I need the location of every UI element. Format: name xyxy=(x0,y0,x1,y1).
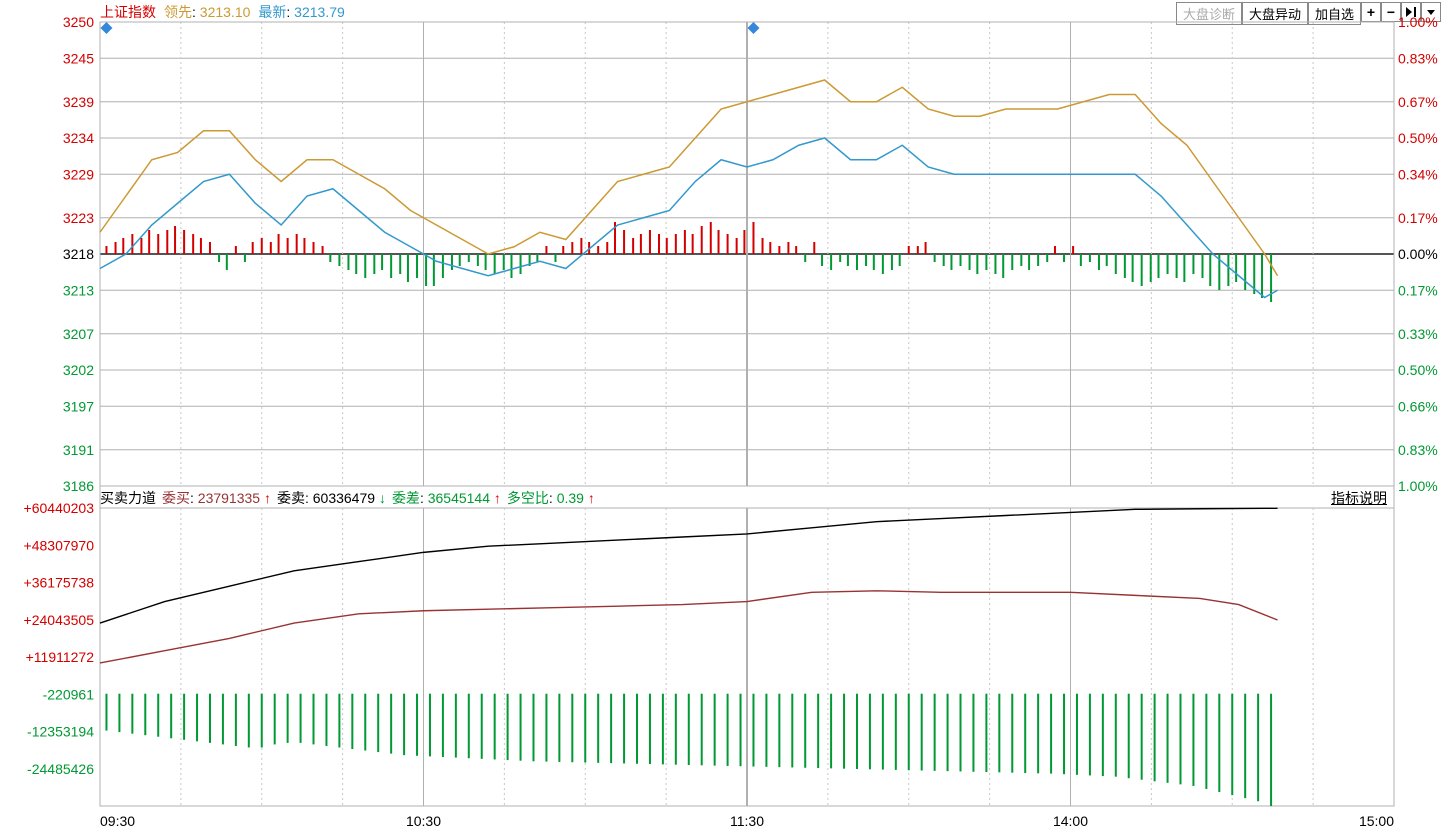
svg-text:-24485426: -24485426 xyxy=(27,761,94,777)
svg-text:+48307970: +48307970 xyxy=(24,537,95,553)
svg-text:+36175738: +36175738 xyxy=(24,575,95,591)
svg-text:3197: 3197 xyxy=(63,398,94,414)
arrow-up-icon: ↑ xyxy=(494,490,501,506)
svg-text:11:30: 11:30 xyxy=(730,813,764,829)
svg-text:3202: 3202 xyxy=(63,362,94,378)
svg-text:09:30: 09:30 xyxy=(100,813,135,829)
svg-text:15:00: 15:00 xyxy=(1359,813,1394,829)
svg-text:-12353194: -12353194 xyxy=(27,724,94,740)
svg-text:3250: 3250 xyxy=(63,14,94,30)
indicator-title: 买卖力道 xyxy=(100,488,156,508)
svg-text:10:30: 10:30 xyxy=(406,813,441,829)
svg-text:3186: 3186 xyxy=(63,478,94,494)
ratio-group: 多空比: 0.39 ↑ xyxy=(507,488,595,508)
diff-group: 委差: 36545144 ↑ xyxy=(392,488,501,508)
svg-text:3239: 3239 xyxy=(63,94,94,110)
stock-chart-container: 上证指数 领先: 3213.10 最新: 3213.79 大盘诊断 大盘异动 加… xyxy=(0,0,1449,834)
sell-label: 委卖 xyxy=(277,490,305,506)
arrow-down-icon: ↓ xyxy=(379,490,386,506)
svg-text:0.66%: 0.66% xyxy=(1398,398,1438,414)
svg-text:3218: 3218 xyxy=(63,246,94,262)
buy-group: 委买: 23791335 ↑ xyxy=(162,488,271,508)
buy-label: 委买 xyxy=(162,490,190,506)
svg-text:0.67%: 0.67% xyxy=(1398,94,1438,110)
svg-text:3229: 3229 xyxy=(63,166,94,182)
diff-label: 委差 xyxy=(392,490,420,506)
ratio-value: 0.39 xyxy=(557,490,584,506)
indicator-legend-button[interactable]: 指标说明 xyxy=(1331,488,1387,508)
svg-text:0.83%: 0.83% xyxy=(1398,50,1438,66)
indicator-header: 买卖力道 委买: 23791335 ↑ 委卖: 60336479 ↓ 委差: 3… xyxy=(100,488,595,508)
svg-text:+24043505: +24043505 xyxy=(24,612,95,628)
svg-text:+60440203: +60440203 xyxy=(24,500,95,516)
svg-text:0.33%: 0.33% xyxy=(1398,326,1438,342)
ratio-label: 多空比 xyxy=(507,490,549,506)
svg-text:0.50%: 0.50% xyxy=(1398,362,1438,378)
svg-text:3234: 3234 xyxy=(63,130,94,146)
svg-text:-220961: -220961 xyxy=(43,686,95,702)
svg-text:0.34%: 0.34% xyxy=(1398,166,1438,182)
arrow-up-icon: ↑ xyxy=(264,490,271,506)
svg-text:0.17%: 0.17% xyxy=(1398,210,1438,226)
svg-text:3223: 3223 xyxy=(63,210,94,226)
main-price-chart[interactable]: 3250 1.00% 3245 0.83% 3239 0.67% 3234 0.50% 3229… xyxy=(0,0,1449,834)
svg-text:3213: 3213 xyxy=(63,282,94,298)
svg-text:14:00: 14:00 xyxy=(1053,813,1088,829)
svg-text:0.17%: 0.17% xyxy=(1398,282,1438,298)
svg-text:3191: 3191 xyxy=(63,442,94,458)
svg-text:3245: 3245 xyxy=(63,50,94,66)
svg-text:0.50%: 0.50% xyxy=(1398,130,1438,146)
diff-value: 36545144 xyxy=(428,490,490,506)
sell-group: 委卖: 60336479 ↓ xyxy=(277,488,386,508)
svg-text:1.00%: 1.00% xyxy=(1398,478,1438,494)
svg-text:1.00%: 1.00% xyxy=(1398,14,1438,30)
svg-text:0.83%: 0.83% xyxy=(1398,442,1438,458)
arrow-up-icon: ↑ xyxy=(588,490,595,506)
svg-text:0.00%: 0.00% xyxy=(1398,246,1438,262)
svg-text:+11911272: +11911272 xyxy=(26,649,95,665)
buy-value: 23791335 xyxy=(198,490,260,506)
sell-value: 60336479 xyxy=(313,490,375,506)
svg-text:3207: 3207 xyxy=(63,326,94,342)
